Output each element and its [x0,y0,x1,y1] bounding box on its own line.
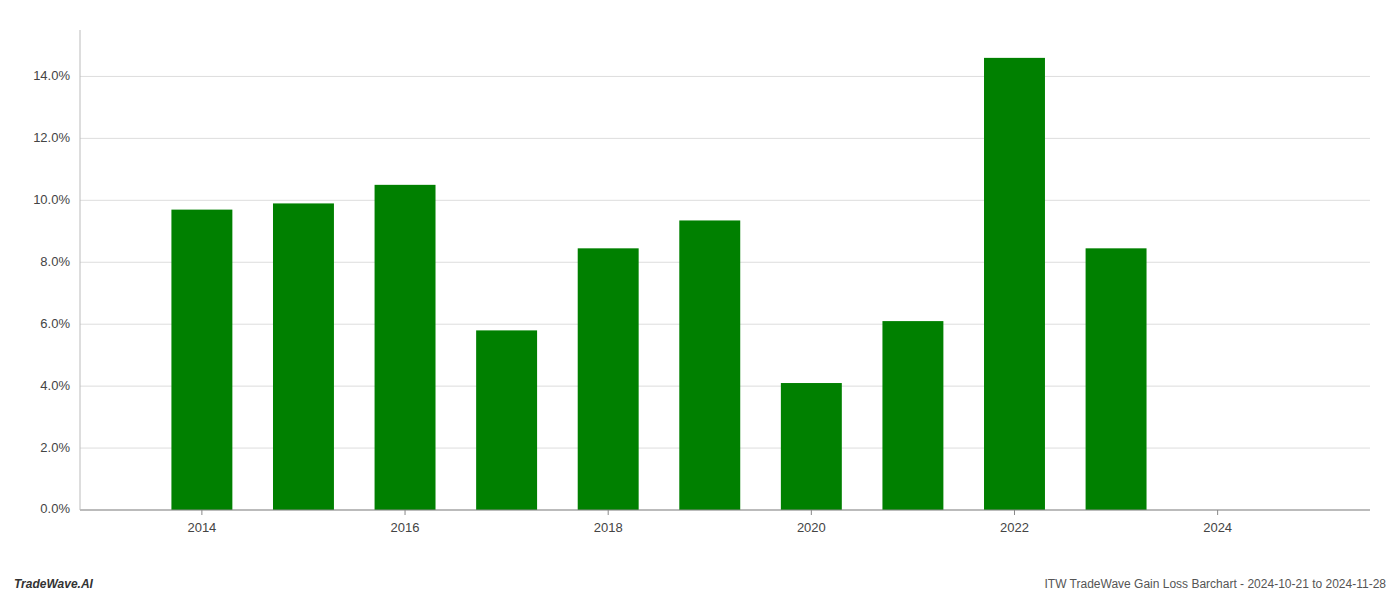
bar [984,58,1045,510]
bar [375,185,436,510]
x-tick-label: 2024 [1203,520,1232,535]
bar [578,248,639,510]
x-tick [811,510,812,515]
x-tick [1217,510,1218,515]
y-tick-label: 2.0% [40,440,70,455]
chart-container: 0.0%2.0%4.0%6.0%8.0%10.0%12.0%14.0%20142… [0,0,1400,600]
y-tick-labels: 0.0% 2.0% 4.0% 6.0% 8.0% 10.0% 12.0% 14.0% [33,68,70,517]
x-tick-label: 2018 [594,520,623,535]
x-tick-label: 2020 [797,520,826,535]
y-tick-label: 6.0% [40,316,70,331]
bar [1086,248,1147,510]
x-tick [1014,510,1015,515]
x-axis-line [80,510,1370,511]
y-tick-label: 10.0% [33,192,70,207]
bars [171,58,1146,510]
y-tick-label: 12.0% [33,130,70,145]
footer-right: ITW TradeWave Gain Loss Barchart - 2024-… [1044,577,1386,591]
footer-left: TradeWave.AI [14,577,94,591]
bar [781,383,842,510]
x-tick [405,510,406,515]
bar [882,321,943,510]
grid-line [80,510,1370,511]
y-tick-label: 14.0% [33,68,70,83]
y-tick-label: 8.0% [40,254,70,269]
x-tick [608,510,609,515]
chart-svg: 0.0%2.0%4.0%6.0%8.0%10.0%12.0%14.0%20142… [0,0,1400,600]
x-tick-label: 2022 [1000,520,1029,535]
y-tick-label: 0.0% [40,501,70,516]
x-tick-labels: 2014 2016 2018 2020 2022 2024 [187,510,1232,535]
bar [171,210,232,510]
bar [476,330,537,510]
x-tick [201,510,202,515]
x-tick-label: 2014 [187,520,216,535]
x-tick-label: 2016 [391,520,420,535]
grid-line [80,138,1370,139]
y-grid [80,76,1370,510]
bar [273,203,334,510]
y-axis-line [80,30,81,510]
grid-line [80,76,1370,77]
y-tick-label: 4.0% [40,378,70,393]
bar [679,220,740,510]
grid-line [80,200,1370,201]
